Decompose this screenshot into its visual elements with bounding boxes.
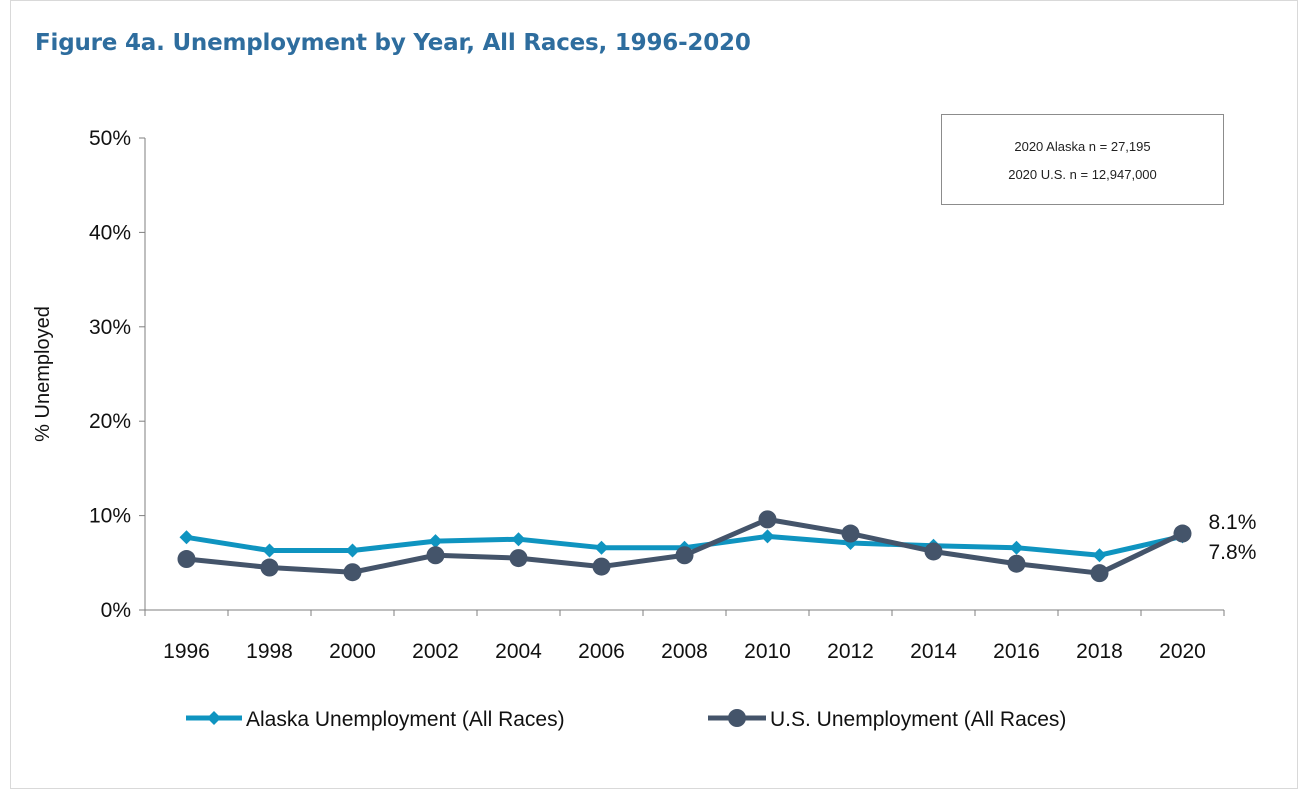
data-point-1 xyxy=(509,549,528,568)
chart-title: Figure 4a. Unemployment by Year, All Rac… xyxy=(35,30,751,56)
y-tick-label: 50% xyxy=(89,127,131,150)
data-point-1 xyxy=(592,557,611,576)
x-tick-label: 1998 xyxy=(246,640,293,663)
x-tick-label: 2018 xyxy=(1076,640,1123,663)
x-tick-label: 2012 xyxy=(827,640,874,663)
x-tick-label: 2014 xyxy=(910,640,957,663)
x-tick-label: 2002 xyxy=(412,640,459,663)
data-point-0 xyxy=(345,543,360,558)
data-point-0 xyxy=(179,530,194,545)
y-axis-label: % Unemployed xyxy=(32,306,54,442)
legend-marker-0 xyxy=(207,711,221,725)
x-tick-label: 2000 xyxy=(329,640,376,663)
x-tick-label: 2008 xyxy=(661,640,708,663)
data-point-1 xyxy=(1007,554,1026,573)
data-point-1 xyxy=(343,563,362,582)
data-label: 8.1% xyxy=(1209,511,1257,534)
data-point-0 xyxy=(760,529,775,544)
data-point-1 xyxy=(758,510,777,529)
data-point-0 xyxy=(262,543,277,558)
data-point-0 xyxy=(594,540,609,555)
data-point-1 xyxy=(426,546,445,565)
sample-size-note: 2020 Alaska n = 27,195 2020 U.S. n = 12,… xyxy=(941,114,1224,205)
data-point-1 xyxy=(675,546,694,565)
data-point-1 xyxy=(1173,524,1192,543)
data-point-1 xyxy=(1090,564,1109,583)
y-tick-label: 20% xyxy=(89,410,131,433)
alaska-sample-size: 2020 Alaska n = 27,195 xyxy=(1014,139,1151,154)
us-sample-size: 2020 U.S. n = 12,947,000 xyxy=(1008,167,1157,182)
x-tick-label: 2004 xyxy=(495,640,542,663)
data-point-1 xyxy=(841,524,860,543)
legend-label-0: Alaska Unemployment (All Races) xyxy=(246,708,565,731)
data-point-0 xyxy=(1009,540,1024,555)
y-tick-label: 0% xyxy=(101,599,131,622)
x-tick-label: 2020 xyxy=(1159,640,1206,663)
y-tick-label: 10% xyxy=(89,505,131,528)
legend-label-1: U.S. Unemployment (All Races) xyxy=(770,708,1066,731)
x-tick-label: 2006 xyxy=(578,640,625,663)
data-point-1 xyxy=(924,542,943,561)
y-tick-label: 30% xyxy=(89,316,131,339)
data-point-0 xyxy=(428,534,443,549)
data-point-1 xyxy=(177,550,196,569)
data-point-1 xyxy=(260,558,279,577)
data-point-0 xyxy=(511,532,526,547)
y-tick-label: 40% xyxy=(89,221,131,244)
x-tick-label: 2016 xyxy=(993,640,1040,663)
x-tick-label: 2010 xyxy=(744,640,791,663)
x-tick-label: 1996 xyxy=(163,640,210,663)
data-point-0 xyxy=(1092,548,1107,563)
data-label: 7.8% xyxy=(1209,541,1257,564)
legend-marker-1 xyxy=(728,709,746,727)
